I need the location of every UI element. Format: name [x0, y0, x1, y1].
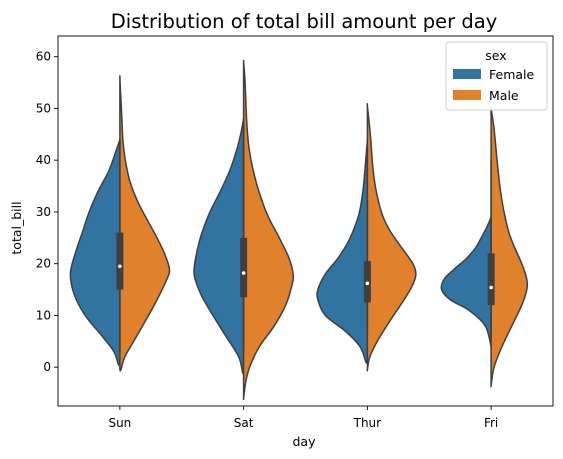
legend-title: sex: [485, 48, 506, 63]
violin-female-thur: [316, 136, 369, 364]
legend-swatch-female: [453, 69, 481, 79]
x-tick-label-sat: Sat: [234, 416, 254, 430]
box-sat: [240, 237, 248, 298]
legend-swatch-male: [453, 90, 481, 100]
legend-label-female: Female: [489, 67, 535, 82]
violin-male-thur: [366, 103, 417, 372]
plot-frame: [57, 35, 554, 407]
violin-female-sun: [69, 138, 121, 367]
x-tick-label-fri: Fri: [484, 416, 498, 430]
y-tick-label-10: 10: [36, 308, 51, 322]
y-tick-label-0: 0: [43, 360, 51, 374]
median-dot-thur: [365, 281, 370, 286]
violin-male-sun: [119, 75, 171, 372]
y-tick-label-40: 40: [36, 153, 51, 167]
y-axis: 0 10 20 30 40 50 60: [36, 50, 58, 374]
median-dot-sat: [241, 271, 246, 275]
violin-female-fri: [440, 215, 493, 349]
x-axis: Sun Sat Thur Fri: [108, 406, 498, 430]
median-dot-fri: [489, 285, 493, 290]
violin-male-sat: [242, 59, 295, 401]
boxes-layer: [116, 118, 495, 352]
legend: sex Female Male: [445, 41, 548, 111]
violin-male-fri: [490, 106, 529, 388]
x-tick-label-sun: Sun: [108, 416, 131, 430]
median-dot-sun: [118, 264, 122, 269]
legend-label-male: Male: [489, 88, 519, 103]
x-axis-label: day: [293, 434, 317, 449]
violins-layer: [69, 59, 529, 401]
y-axis-label: total_bill: [9, 201, 24, 254]
x-tick-label-thur: Thur: [353, 416, 382, 430]
box-sun: [116, 232, 124, 290]
y-tick-label-20: 20: [36, 257, 51, 271]
y-tick-label-60: 60: [36, 50, 51, 64]
chart-title: Distribution of total bill amount per da…: [111, 10, 497, 33]
y-tick-label-50: 50: [36, 101, 51, 115]
y-tick-label-30: 30: [36, 205, 51, 219]
box-fri: [487, 253, 495, 306]
violin-female-sat: [193, 116, 245, 375]
